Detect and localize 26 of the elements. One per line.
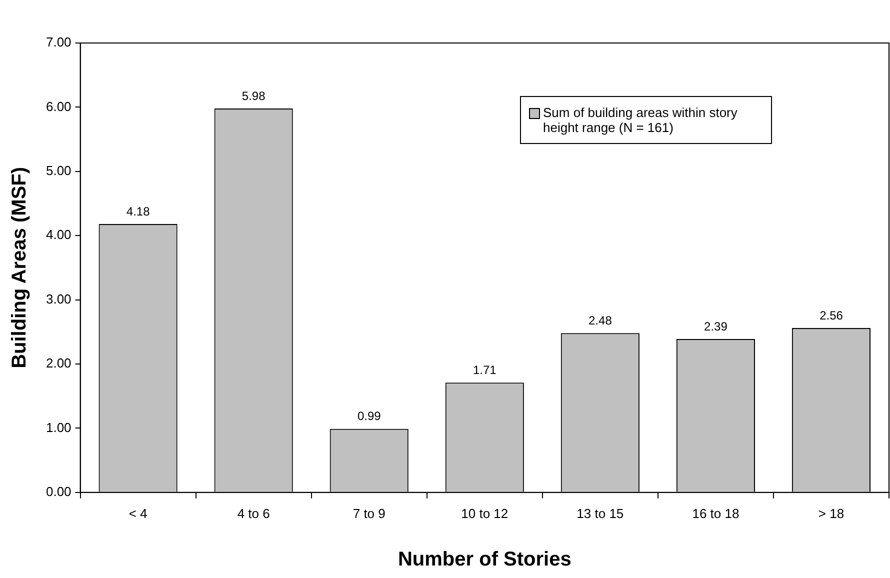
x-tick-label: 10 to 12 bbox=[461, 506, 508, 521]
y-tick-label: 0.00 bbox=[46, 484, 72, 499]
data-label: 0.99 bbox=[357, 409, 382, 424]
legend-label: Sum of building areas within story height range (N = 161) bbox=[543, 105, 738, 135]
x-tick-label: 4 to 6 bbox=[237, 506, 270, 521]
data-label: 2.39 bbox=[704, 319, 728, 334]
x-tick-label: < 4 bbox=[128, 506, 148, 521]
data-label: 5.98 bbox=[242, 88, 266, 103]
data-label: 2.48 bbox=[588, 313, 612, 328]
data-label: 2.56 bbox=[820, 308, 844, 322]
y-tick-label: 7.00 bbox=[46, 34, 72, 50]
y-tick-label: 3.00 bbox=[46, 291, 72, 306]
y-tick-label: 4.00 bbox=[46, 227, 72, 242]
x-tick-label: 16 to 18 bbox=[692, 506, 740, 521]
y-tick-label: 6.00 bbox=[46, 98, 72, 114]
x-tick-label: 13 to 15 bbox=[576, 506, 624, 521]
legend-box: Sum of building areas within story height range (N = 161) bbox=[520, 96, 772, 144]
y-axis-title: Building Areas (MSF) bbox=[8, 166, 31, 368]
data-label: 1.71 bbox=[472, 362, 497, 377]
y-tick-label: 1.00 bbox=[46, 420, 72, 435]
y-tick-label: 2.00 bbox=[46, 356, 72, 371]
y-tick-label: 5.00 bbox=[46, 162, 72, 178]
x-axis-title: Number of Stories bbox=[398, 548, 572, 571]
data-label: 4.18 bbox=[126, 204, 150, 218]
x-tick-label: 7 to 9 bbox=[352, 506, 386, 521]
x-tick-label: > 18 bbox=[818, 506, 844, 521]
